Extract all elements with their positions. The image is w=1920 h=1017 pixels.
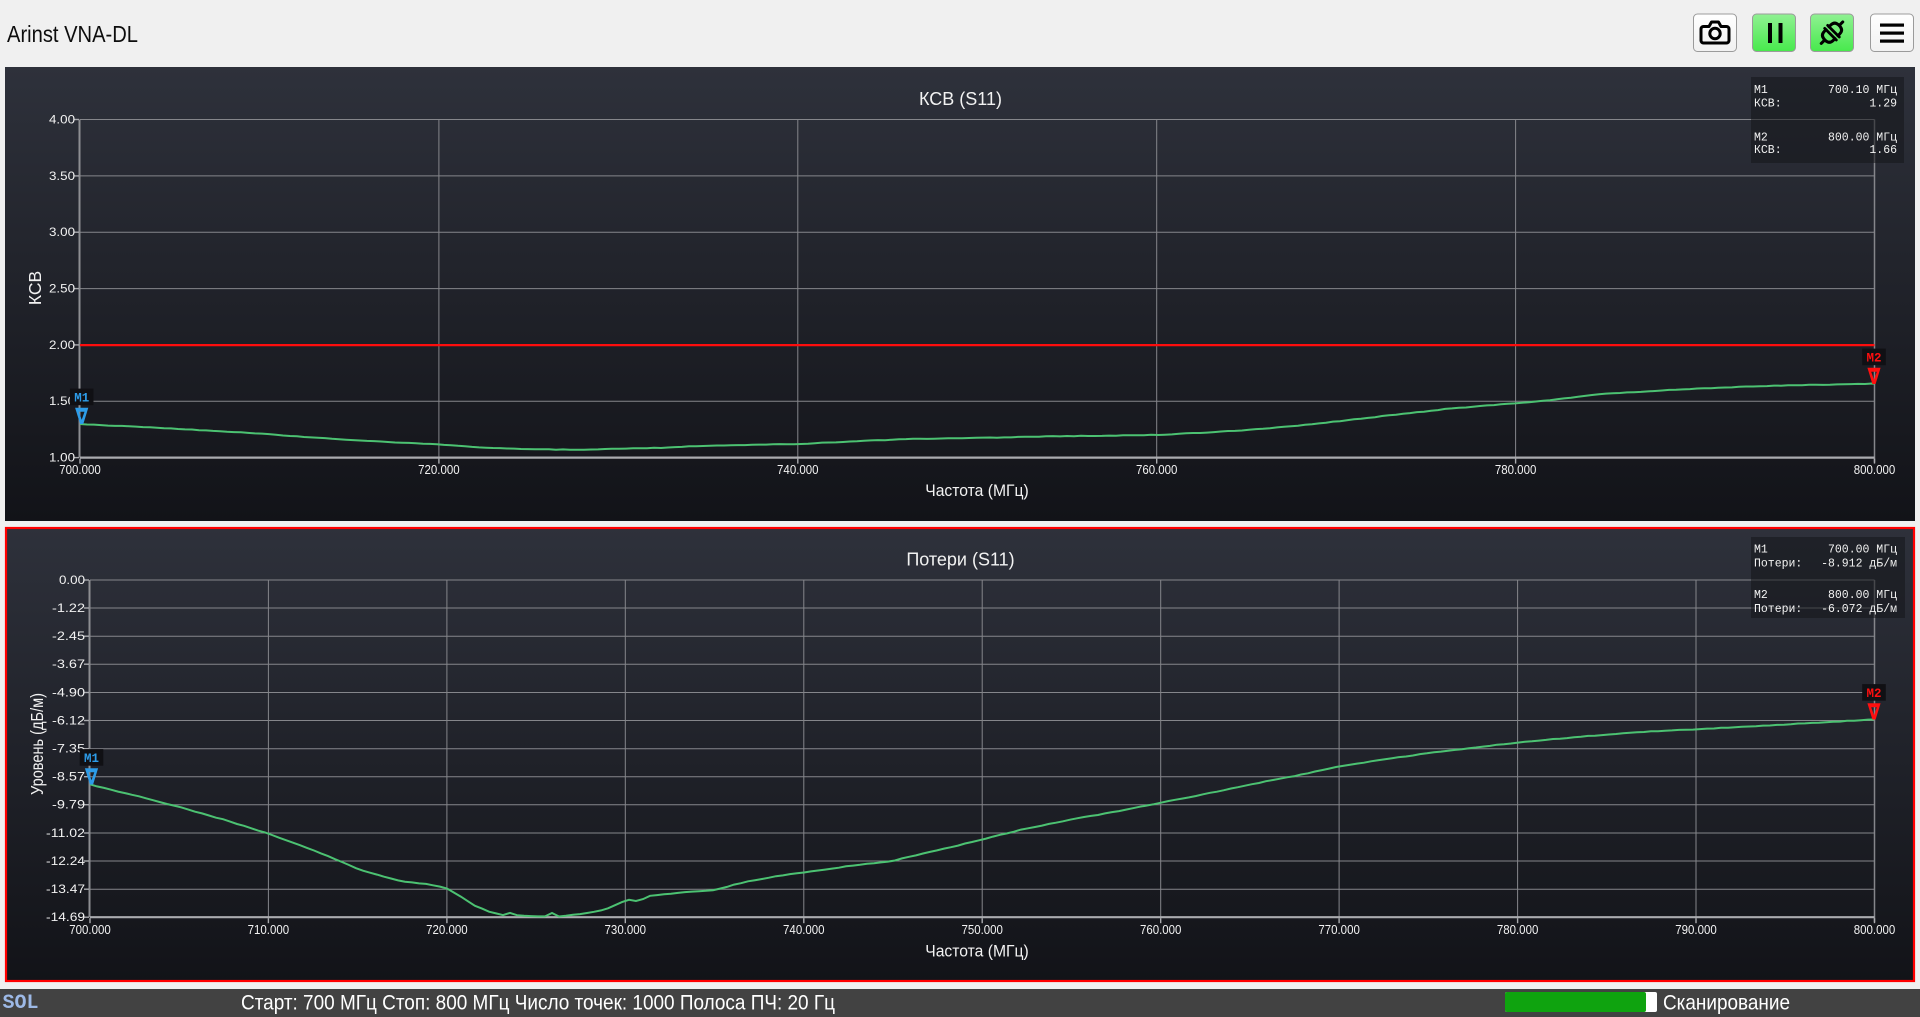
svg-text:Arinst VNA-DL: Arinst VNA-DL [7,21,138,47]
svg-text:КСВ:: КСВ: [1754,144,1782,157]
svg-text:SOL: SOL [3,992,39,1015]
svg-text:800.00 МГц: 800.00 МГц [1828,131,1897,144]
svg-text:700.10 МГц: 700.10 МГц [1828,84,1897,97]
svg-text:M1: M1 [84,752,99,766]
svg-text:M2: M2 [1866,351,1881,365]
svg-text:700.000: 700.000 [69,922,111,937]
svg-text:780.000: 780.000 [1495,462,1537,477]
svg-text:3.50: 3.50 [49,169,75,183]
svg-text:760.000: 760.000 [1140,922,1182,937]
svg-text:1.00: 1.00 [49,451,75,465]
svg-text:Уровень (дБ/м): Уровень (дБ/м) [27,693,47,795]
svg-text:700.000: 700.000 [59,462,101,477]
svg-text:M2: M2 [1866,687,1881,701]
svg-text:700.00 МГц: 700.00 МГц [1828,543,1897,556]
svg-text:740.000: 740.000 [783,922,825,937]
svg-text:730.000: 730.000 [605,922,647,937]
svg-text:740.000: 740.000 [777,462,819,477]
svg-text:-1.22: -1.22 [52,601,85,615]
svg-text:-2.45: -2.45 [52,629,85,643]
svg-text:-14.69: -14.69 [46,910,85,924]
svg-text:-4.90: -4.90 [52,686,85,700]
svg-text:1.50: 1.50 [49,394,75,408]
svg-text:800.000: 800.000 [1854,922,1896,937]
svg-text:760.000: 760.000 [1136,462,1178,477]
svg-text:0.00: 0.00 [59,573,85,587]
svg-text:750.000: 750.000 [961,922,1003,937]
svg-text:3.00: 3.00 [49,225,75,239]
svg-text:800.000: 800.000 [1854,462,1896,477]
svg-text:M1: M1 [1754,84,1768,97]
svg-text:-9.79: -9.79 [52,798,85,812]
svg-text:4.00: 4.00 [49,113,75,127]
svg-text:M2: M2 [1754,131,1768,144]
svg-text:780.000: 780.000 [1497,922,1539,937]
svg-text:КСВ (S11): КСВ (S11) [919,89,1002,109]
svg-text:710.000: 710.000 [248,922,290,937]
svg-text:-11.02: -11.02 [46,826,85,840]
svg-text:-6.12: -6.12 [52,714,85,728]
svg-text:-3.67: -3.67 [52,657,85,671]
svg-text:720.000: 720.000 [418,462,460,477]
svg-text:1.29: 1.29 [1869,98,1897,111]
svg-text:-8.912 дБ/м: -8.912 дБ/м [1821,557,1897,570]
svg-text:Сканирование: Сканирование [1663,992,1790,1015]
svg-text:2.50: 2.50 [49,282,75,296]
svg-text:M2: M2 [1754,589,1768,602]
svg-text:790.000: 790.000 [1675,922,1717,937]
svg-text:Потери:: Потери: [1754,603,1802,616]
svg-text:Потери:: Потери: [1754,557,1802,570]
svg-text:M1: M1 [1754,543,1768,556]
svg-text:1.66: 1.66 [1869,144,1897,157]
svg-text:КСВ:: КСВ: [1754,98,1782,111]
svg-text:2.00: 2.00 [49,338,75,352]
svg-text:M1: M1 [74,391,89,405]
svg-text:-12.24: -12.24 [46,854,85,868]
svg-text:Потери (S11): Потери (S11) [906,550,1014,570]
svg-text:Старт: 700 МГц Стоп: 800 МГц Ч: Старт: 700 МГц Стоп: 800 МГц Число точек… [241,992,835,1015]
svg-text:-13.47: -13.47 [46,882,85,896]
svg-text:-6.072 дБ/м: -6.072 дБ/м [1821,603,1897,616]
svg-text:-7.35: -7.35 [52,742,85,756]
svg-text:Частота (МГц): Частота (МГц) [925,942,1029,961]
svg-text:720.000: 720.000 [426,922,468,937]
svg-text:КСВ: КСВ [25,271,45,305]
svg-text:-8.57: -8.57 [52,770,85,784]
svg-text:Частота (МГц): Частота (МГц) [925,481,1029,500]
svg-text:800.00 МГц: 800.00 МГц [1828,589,1897,602]
svg-text:770.000: 770.000 [1318,922,1360,937]
